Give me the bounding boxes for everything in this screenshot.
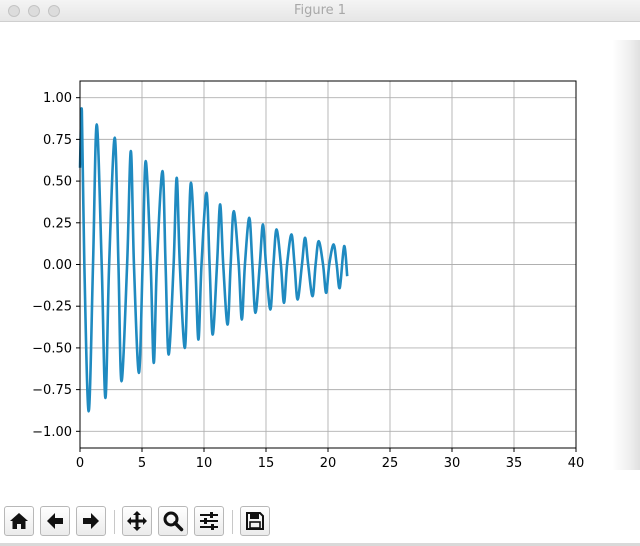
x-tick-label: 30 [444,456,461,471]
x-tick-label: 20 [320,456,337,471]
figure-canvas[interactable]: 0 5 10 15 20 25 30 35 40 1.00 0.75 0.50 0.25 0.00 −0.2… [0,22,640,498]
window-title: Figure 1 [293,3,347,18]
y-tick-label: 1.00 [43,91,72,106]
toolbar-separator [232,510,233,534]
configure-subplots-button[interactable] [194,506,224,536]
back-button[interactable] [40,506,70,536]
y-tick-label: −0.25 [32,300,72,315]
title-bar[interactable]: Figure 1 [0,0,640,22]
forward-button[interactable] [76,506,106,536]
x-tick-label: 25 [382,456,399,471]
damped-oscillation-line [78,107,349,413]
y-tick-label: 0.75 [43,133,72,148]
move-icon [127,511,147,531]
x-tick-label: 40 [568,456,585,471]
x-tick-label: 10 [196,456,213,471]
y-tick-label: 0.50 [43,175,72,190]
y-tick-label: −0.50 [32,341,72,356]
bottom-edge [0,543,640,546]
tick-layer: 0 5 10 15 20 25 30 35 40 1.00 0.75 0.50 0.25 0.00 −0.2… [32,91,584,471]
x-tick-label: 5 [138,456,146,471]
series-layer [78,107,349,413]
navigation-toolbar [0,503,640,543]
y-tick-label: 0.25 [43,216,72,231]
arrow-left-icon [47,513,63,529]
minimize-window-button[interactable] [28,5,40,17]
x-tick-label: 15 [258,456,275,471]
arrow-right-icon [83,513,99,529]
zoom-button[interactable] [158,506,188,536]
floppy-disk-icon [246,512,264,530]
x-tick-label: 35 [506,456,523,471]
y-tick-label: −0.75 [32,383,72,398]
toolbar-separator [114,510,115,534]
close-window-button[interactable] [8,5,20,17]
y-tick-label: 0.00 [43,258,72,273]
home-icon [10,513,28,529]
window-edge-shadow [612,40,640,470]
y-tick-label: −1.00 [32,425,72,440]
x-tick-label: 0 [76,456,84,471]
home-button[interactable] [4,506,34,536]
magnifier-icon [163,511,184,532]
pan-button[interactable] [122,506,152,536]
zoom-window-button[interactable] [48,5,60,17]
sliders-icon [200,512,218,530]
save-button[interactable] [240,506,270,536]
